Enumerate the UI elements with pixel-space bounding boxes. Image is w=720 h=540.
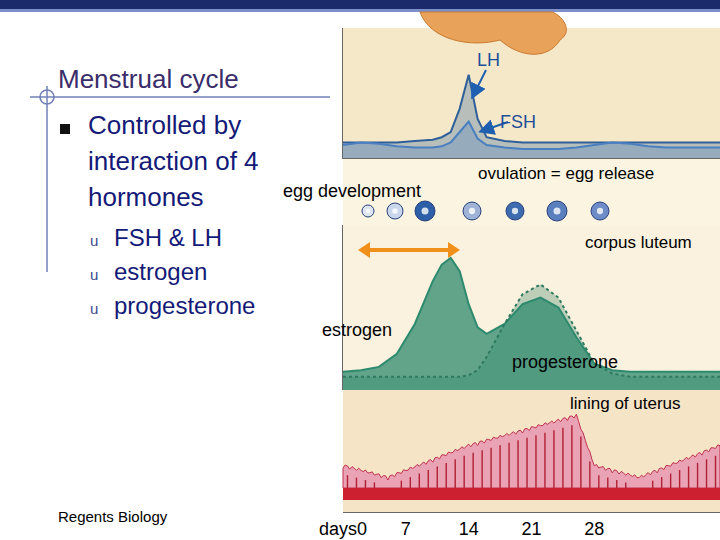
html-text:ovulation = egg release: ovulation = egg release (478, 164, 655, 183)
html-text:corpus luteum: corpus luteum (585, 233, 692, 252)
html-text:egg development: egg development (283, 181, 422, 201)
html-text:FSH: FSH (500, 112, 536, 132)
svg-text:21: 21 (521, 519, 541, 539)
html-text:u: u (90, 266, 99, 283)
svg-text:14: 14 (459, 519, 479, 539)
html-text:progesterone: progesterone (114, 292, 256, 319)
html-text:LH: LH (477, 50, 500, 70)
html-text:estrogen: estrogen (322, 320, 393, 340)
html-text:Controlled by: Controlled by (88, 110, 242, 140)
html-text:lining of uterus: lining of uterus (570, 394, 681, 413)
html-text:FSH & LH: FSH & LH (114, 224, 222, 251)
html-text:progesterone: progesterone (512, 352, 619, 372)
html-text:estrogen: estrogen (114, 258, 208, 285)
html-text:interaction of 4: interaction of 4 (88, 146, 259, 176)
html-text:u: u (90, 232, 99, 249)
html-text:hormones: hormones (88, 182, 204, 212)
html-text:Menstrual cycle: Menstrual cycle (58, 64, 239, 94)
html-text:Regents Biology: Regents Biology (58, 508, 168, 525)
svg-text:days0: days0 (319, 519, 367, 539)
html-text:u: u (90, 300, 99, 317)
svg-text:7: 7 (401, 519, 411, 539)
svg-text:28: 28 (584, 519, 604, 539)
